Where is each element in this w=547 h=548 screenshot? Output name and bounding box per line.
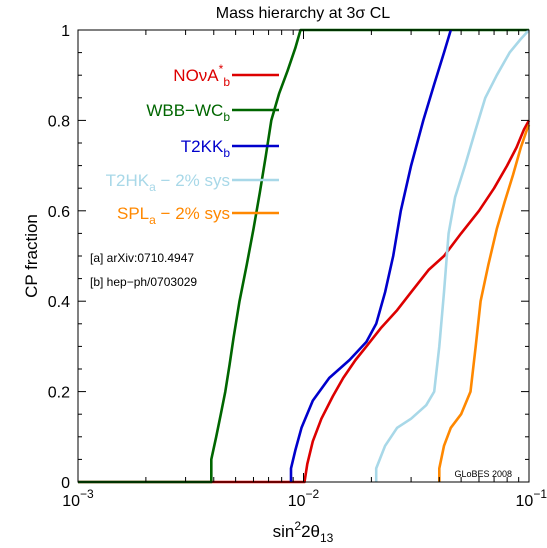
legend-label-3: T2HKa − 2% sys — [106, 171, 230, 194]
legend: NOνA*b WBB−WCb T2KKb T2HKa − 2% sys SPLa − 2… — [106, 62, 279, 227]
globes-credit: GLoBES 2008 — [454, 469, 512, 479]
x-tick-label-0: 10−3 — [62, 487, 94, 510]
series-line-2 — [289, 29, 453, 482]
annotation-arxiv: [a] arXiv:0710.4947 — [90, 251, 194, 265]
y-axis-label: CP fraction — [22, 214, 41, 298]
series-layer — [78, 28, 531, 484]
y-tick-label-1: 0.2 — [48, 385, 70, 402]
series-line-1 — [78, 28, 529, 484]
series-line-0 — [78, 119, 531, 484]
y-tick-label-0: 0 — [61, 475, 70, 492]
tick-layer: 0 0.2 0.4 0.6 0.8 1 10−3 10−2 10−1 — [48, 23, 547, 510]
legend-label-2: T2KKb — [181, 137, 231, 160]
y-tick-label-4: 0.8 — [48, 113, 70, 130]
series-line-3 — [374, 29, 530, 482]
x-axis-label: sin22θ13 — [273, 519, 334, 545]
chart-title: Mass hierarchy at 3σ CL — [216, 5, 390, 22]
x-tick-label-2: 10−1 — [516, 487, 547, 510]
y-tick-label-3: 0.6 — [48, 204, 70, 221]
annotation-hepph: [b] hep−ph/0703029 — [90, 275, 197, 289]
legend-label-1: WBB−WCb — [146, 101, 230, 124]
legend-label-4: SPLa − 2% sys — [117, 204, 230, 227]
y-tick-label-2: 0.4 — [48, 294, 70, 311]
x-tick-label-1: 10−2 — [288, 487, 320, 510]
legend-label-0: NOνA*b — [173, 62, 230, 89]
y-tick-label-5: 1 — [61, 23, 70, 40]
series-line-4 — [438, 124, 531, 482]
